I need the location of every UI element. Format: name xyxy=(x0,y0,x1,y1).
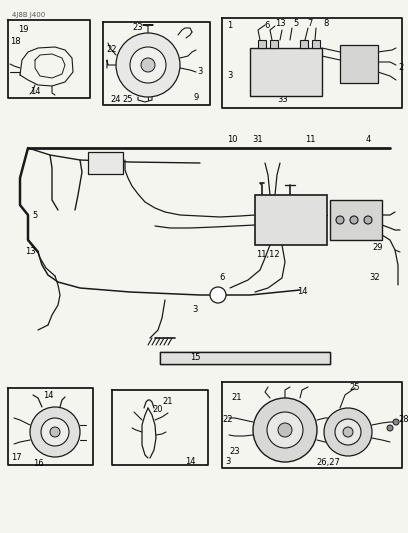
Circle shape xyxy=(335,419,361,445)
Circle shape xyxy=(50,427,60,437)
Circle shape xyxy=(41,418,69,446)
Text: 14: 14 xyxy=(30,87,40,96)
Circle shape xyxy=(350,216,358,224)
Bar xyxy=(312,40,320,48)
Bar xyxy=(88,152,123,174)
Text: 22: 22 xyxy=(223,416,233,424)
Text: 19: 19 xyxy=(18,26,29,35)
Circle shape xyxy=(324,408,372,456)
Text: 11: 11 xyxy=(305,135,315,144)
Bar xyxy=(250,48,322,96)
Circle shape xyxy=(253,398,317,462)
Bar xyxy=(258,40,266,48)
Text: 25: 25 xyxy=(350,384,360,392)
Circle shape xyxy=(130,47,166,83)
Text: 5: 5 xyxy=(32,211,38,220)
Text: 2: 2 xyxy=(398,63,403,72)
Text: 10: 10 xyxy=(227,135,237,144)
Text: 13: 13 xyxy=(25,247,35,256)
Text: 23: 23 xyxy=(230,448,240,456)
Circle shape xyxy=(30,407,80,457)
Text: 7: 7 xyxy=(307,19,313,28)
Text: 24: 24 xyxy=(111,95,121,104)
Text: 16: 16 xyxy=(33,458,43,467)
Circle shape xyxy=(364,216,372,224)
Circle shape xyxy=(278,423,292,437)
Bar xyxy=(270,40,278,48)
Text: 26,27: 26,27 xyxy=(316,458,340,467)
Text: 1: 1 xyxy=(227,20,233,29)
Text: 17: 17 xyxy=(11,454,21,463)
Circle shape xyxy=(393,419,399,425)
Text: 3: 3 xyxy=(225,457,231,466)
Text: 4: 4 xyxy=(366,135,370,144)
Text: 6: 6 xyxy=(264,20,270,29)
Bar xyxy=(330,200,382,240)
Text: 23: 23 xyxy=(133,23,143,33)
Bar xyxy=(255,195,327,245)
Circle shape xyxy=(210,287,226,303)
Text: 3: 3 xyxy=(227,70,233,79)
Circle shape xyxy=(343,427,353,437)
Text: 5: 5 xyxy=(293,19,299,28)
Text: 28: 28 xyxy=(398,416,408,424)
Text: 31: 31 xyxy=(253,135,263,144)
Text: 14: 14 xyxy=(185,457,195,466)
Text: 29: 29 xyxy=(373,244,383,253)
Circle shape xyxy=(141,58,155,72)
Text: 3: 3 xyxy=(192,305,198,314)
Text: 21: 21 xyxy=(232,393,242,402)
Text: 18: 18 xyxy=(10,36,21,45)
Bar xyxy=(300,40,308,48)
Text: 30: 30 xyxy=(352,223,362,232)
Text: 21: 21 xyxy=(163,398,173,407)
Text: 14: 14 xyxy=(297,287,307,296)
Text: 13: 13 xyxy=(275,20,285,28)
Text: 3: 3 xyxy=(197,68,202,77)
Bar xyxy=(160,352,330,364)
Text: 8: 8 xyxy=(323,19,329,28)
Text: 20: 20 xyxy=(153,406,163,415)
Text: 4J8B J400: 4J8B J400 xyxy=(12,12,45,18)
Text: 32: 32 xyxy=(370,273,380,282)
Text: 33: 33 xyxy=(277,95,288,104)
Text: 14: 14 xyxy=(43,391,53,400)
Circle shape xyxy=(267,412,303,448)
Text: 22: 22 xyxy=(106,45,117,54)
Text: 25: 25 xyxy=(123,95,133,104)
Text: 9: 9 xyxy=(193,93,199,102)
Circle shape xyxy=(387,425,393,431)
Text: 6: 6 xyxy=(220,273,225,282)
Bar xyxy=(340,45,378,83)
Circle shape xyxy=(116,33,180,97)
Text: 15: 15 xyxy=(190,353,200,362)
Circle shape xyxy=(336,216,344,224)
Text: 11,12: 11,12 xyxy=(256,251,280,260)
